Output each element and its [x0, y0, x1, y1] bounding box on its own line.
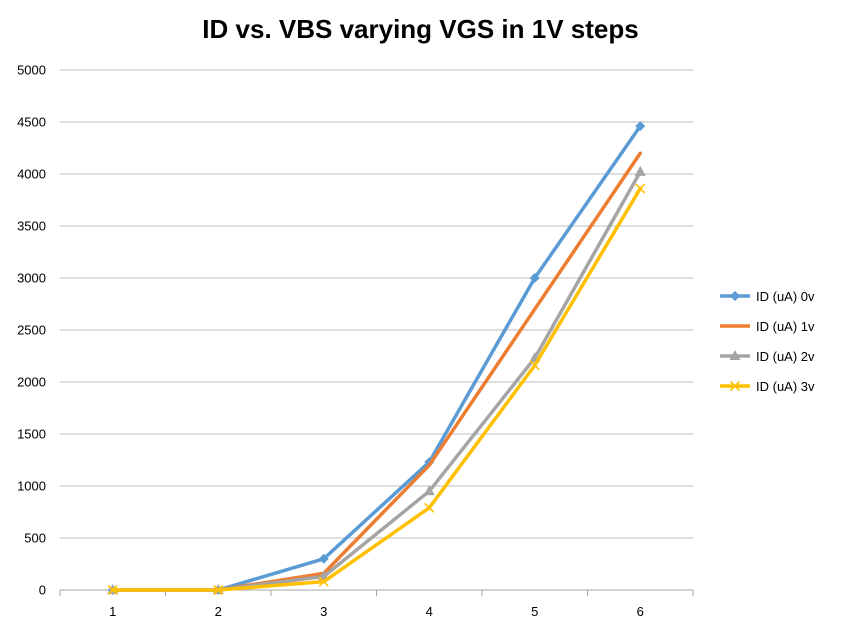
legend-label: ID (uA) 2v [756, 349, 815, 364]
legend-item: ID (uA) 0v [720, 289, 815, 304]
y-tick-label: 1500 [17, 427, 46, 442]
legend-label: ID (uA) 1v [756, 319, 815, 334]
series-2 [107, 165, 646, 594]
y-tick-label: 2500 [17, 323, 46, 338]
legend-label: ID (uA) 0v [756, 289, 815, 304]
gridlines [60, 69, 693, 539]
y-tick-label: 500 [24, 531, 46, 546]
y-tick-label: 0 [39, 583, 46, 598]
data-point [318, 553, 329, 564]
y-tick-label: 4500 [17, 115, 46, 130]
data-point [635, 121, 646, 132]
legend-item: ID (uA) 3v [720, 379, 815, 394]
y-tick-label: 3500 [17, 219, 46, 234]
series-line [111, 151, 642, 592]
legend-item: ID (uA) 1v [720, 319, 815, 334]
y-tick-label: 1000 [17, 479, 46, 494]
data-point [635, 183, 646, 194]
data-point [318, 576, 329, 587]
x-tick-label: 2 [215, 604, 222, 619]
legend-marker [729, 380, 741, 392]
y-tick-label: 4000 [17, 167, 46, 182]
legend-marker [729, 350, 741, 360]
data-point [634, 165, 646, 176]
y-axis-ticks: 0 500 1000 1500 2000 2500 3000 3500 4000 4500 5000 [17, 63, 46, 598]
x-tick-label: 6 [637, 604, 644, 619]
y-tick-label: 3000 [17, 271, 46, 286]
series-1 [111, 151, 642, 592]
legend: ID (uA) 0v ID (uA) 1v ID (uA) 2v ID (uA) 3v [720, 289, 815, 394]
y-tick-label: 5000 [17, 63, 46, 78]
chart-title: ID vs. VBS varying VGS in 1V steps [202, 14, 639, 44]
x-tick-label: 5 [531, 604, 538, 619]
legend-item: ID (uA) 2v [720, 349, 815, 364]
data-point [107, 584, 118, 596]
y-tick-label: 2000 [17, 375, 46, 390]
x-axis: 1 2 3 4 5 6 [59, 589, 694, 619]
data-point [424, 502, 435, 513]
series-line [111, 186, 642, 592]
data-point [423, 485, 435, 496]
x-tick-label: 4 [426, 604, 433, 619]
x-tick-label: 3 [320, 604, 327, 619]
legend-marker [730, 291, 740, 301]
series-3 [107, 183, 646, 596]
series-group [107, 121, 646, 596]
data-point [213, 584, 224, 596]
x-tick-label: 1 [109, 604, 116, 619]
data-point [529, 273, 540, 283]
series-line [111, 170, 642, 592]
data-point [529, 360, 540, 371]
series-0 [107, 121, 646, 595]
legend-label: ID (uA) 3v [756, 379, 815, 394]
